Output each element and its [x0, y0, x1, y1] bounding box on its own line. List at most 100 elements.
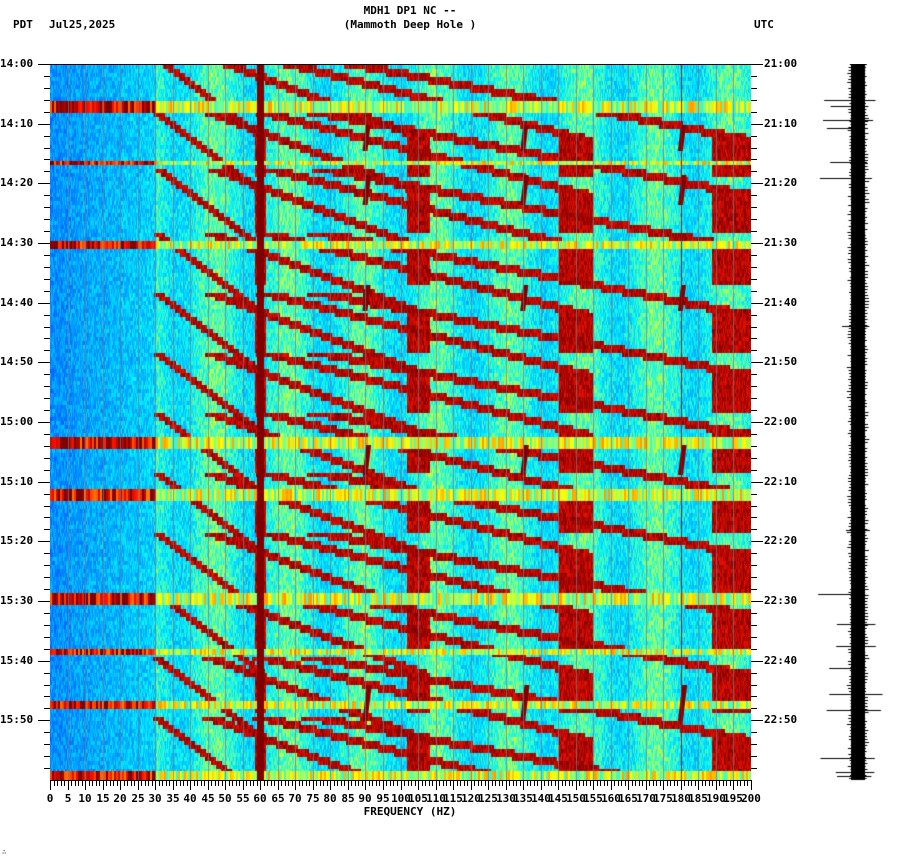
- y-tick-right: [751, 506, 757, 507]
- x-tick: [358, 780, 359, 786]
- x-tick: [618, 780, 619, 786]
- y-tick-left: [38, 64, 50, 65]
- y-tick-label-left: 14:50: [0, 355, 34, 368]
- x-tick: [225, 780, 226, 790]
- x-tick: [383, 780, 384, 790]
- x-tick-label: 5: [64, 792, 72, 805]
- y-tick-label-right: 21:50: [764, 355, 798, 368]
- x-tick: [411, 780, 412, 786]
- x-tick: [737, 780, 738, 786]
- y-tick-left: [38, 720, 50, 721]
- y-tick-left: [44, 470, 50, 471]
- y-tick-right: [751, 148, 757, 149]
- y-tick-left: [44, 458, 50, 459]
- y-tick-left: [44, 338, 50, 339]
- x-tick: [257, 780, 258, 786]
- y-tick-label-right: 22:10: [764, 475, 798, 488]
- y-tick-label-left: 15:20: [0, 534, 34, 547]
- location-title: (Mammoth Deep Hole ): [343, 18, 477, 31]
- x-tick: [393, 780, 394, 786]
- y-tick-label-left: 14:10: [0, 117, 34, 130]
- x-tick: [54, 780, 55, 786]
- y-tick-left: [38, 124, 50, 125]
- date-label: Jul25,2025: [49, 18, 116, 31]
- y-tick-right: [751, 744, 757, 745]
- x-tick: [607, 780, 608, 786]
- y-tick-right: [751, 338, 757, 339]
- y-tick-right: [751, 255, 757, 256]
- x-tick-label: 180: [671, 792, 691, 805]
- x-tick: [85, 780, 86, 790]
- x-tick: [145, 780, 146, 786]
- y-tick-left: [44, 159, 50, 160]
- x-tick-label: 70: [288, 792, 302, 805]
- x-tick: [432, 780, 433, 786]
- x-tick: [166, 780, 167, 786]
- x-tick: [365, 780, 366, 790]
- x-tick: [323, 780, 324, 786]
- x-tick: [218, 780, 219, 786]
- y-tick-left: [38, 601, 50, 602]
- y-tick-label-left: 14:30: [0, 236, 34, 249]
- x-tick: [173, 780, 174, 790]
- x-tick-label: 90: [358, 792, 372, 805]
- x-tick: [162, 780, 163, 786]
- y-tick-left: [44, 279, 50, 280]
- x-tick-label: 50: [218, 792, 232, 805]
- y-tick-label-right: 22:40: [764, 654, 798, 667]
- y-tick-label-left: 15:50: [0, 713, 34, 726]
- x-tick: [572, 780, 573, 786]
- y-tick-left: [44, 171, 50, 172]
- x-tick: [474, 780, 475, 786]
- x-tick: [653, 780, 654, 786]
- x-tick-label: 65: [271, 792, 285, 805]
- x-tick: [337, 780, 338, 786]
- x-tick: [712, 780, 713, 786]
- x-tick: [439, 780, 440, 786]
- x-tick: [64, 780, 65, 786]
- x-tick: [155, 780, 156, 790]
- x-tick: [460, 780, 461, 786]
- y-tick-right: [751, 88, 757, 89]
- x-tick: [316, 780, 317, 786]
- x-tick: [751, 780, 752, 790]
- y-tick-left: [44, 673, 50, 674]
- y-tick-label-right: 21:00: [764, 57, 798, 70]
- x-tick: [478, 780, 479, 786]
- x-tick: [541, 780, 542, 790]
- x-tick-label: 120: [461, 792, 481, 805]
- x-tick: [369, 780, 370, 786]
- x-tick: [190, 780, 191, 790]
- x-tick: [183, 780, 184, 786]
- x-tick: [103, 780, 104, 790]
- y-tick-left: [44, 494, 50, 495]
- y-tick-left: [44, 506, 50, 507]
- y-tick-right: [751, 494, 757, 495]
- x-tick: [649, 780, 650, 786]
- x-tick: [110, 780, 111, 786]
- y-tick-right: [751, 374, 757, 375]
- x-tick: [642, 780, 643, 786]
- x-tick: [397, 780, 398, 786]
- x-tick: [208, 780, 209, 790]
- y-tick-left: [44, 267, 50, 268]
- x-tick: [443, 780, 444, 786]
- y-tick-right: [751, 195, 757, 196]
- y-tick-right: [751, 219, 757, 220]
- x-tick: [113, 780, 114, 786]
- x-tick: [422, 780, 423, 786]
- y-tick-right: [751, 76, 757, 77]
- x-tick-label: 160: [601, 792, 621, 805]
- x-tick-label: 25: [131, 792, 145, 805]
- y-tick-label-right: 22:50: [764, 713, 798, 726]
- x-tick: [379, 780, 380, 786]
- y-tick-right: [751, 279, 757, 280]
- x-tick-label: 80: [323, 792, 337, 805]
- y-tick-left: [38, 541, 50, 542]
- x-tick: [246, 780, 247, 786]
- right-timezone-label: UTC: [754, 18, 774, 31]
- x-tick: [667, 780, 668, 786]
- y-tick-label-right: 21:40: [764, 296, 798, 309]
- x-tick-label: 40: [183, 792, 197, 805]
- x-tick: [614, 780, 615, 786]
